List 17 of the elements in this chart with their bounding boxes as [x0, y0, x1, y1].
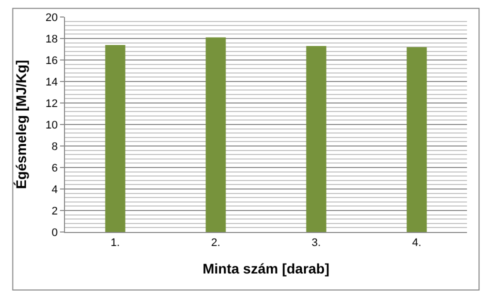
y-axis-title: Égésmeleg [MJ/Kg]: [13, 60, 30, 190]
y-tick-label: 20: [46, 12, 58, 24]
y-tick-label: 10: [46, 119, 58, 132]
y-tick-label: 0: [52, 226, 58, 239]
y-tick-label: 4: [52, 184, 58, 196]
x-tick-label: 2.: [211, 237, 220, 250]
y-tick-label: 18: [46, 33, 58, 46]
x-tick-label: 1.: [110, 237, 120, 250]
y-tick-label: 6: [52, 162, 58, 174]
x-axis-title: Minta szám [darab]: [202, 260, 330, 276]
y-tick-label: 14: [46, 76, 58, 88]
x-tick-label: 4.: [412, 237, 422, 250]
y-tick-label: 2: [52, 205, 58, 218]
y-tick-label: 8: [52, 140, 58, 153]
x-tick-label: 3.: [312, 237, 321, 250]
y-tick-label: 16: [46, 54, 58, 67]
y-tick-label: 12: [46, 98, 58, 110]
